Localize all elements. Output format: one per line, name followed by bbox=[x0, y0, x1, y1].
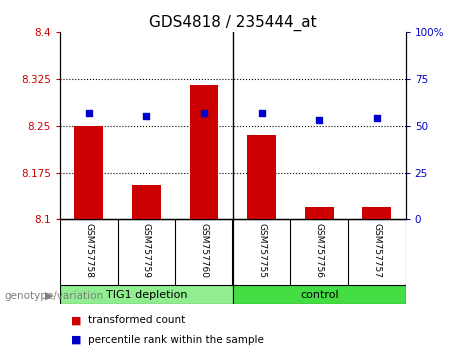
Text: ▶: ▶ bbox=[45, 291, 53, 301]
Text: GSM757760: GSM757760 bbox=[200, 223, 208, 278]
Bar bbox=[60, 285, 233, 304]
Text: TIG1 depletion: TIG1 depletion bbox=[106, 290, 187, 300]
Text: GSM757758: GSM757758 bbox=[84, 223, 93, 278]
Point bbox=[373, 115, 381, 121]
Point bbox=[85, 110, 92, 115]
Bar bbox=[189, 85, 219, 219]
Text: ■: ■ bbox=[71, 315, 82, 325]
Text: control: control bbox=[300, 290, 338, 300]
Point bbox=[315, 117, 323, 123]
Bar bbox=[362, 207, 391, 219]
Bar bbox=[74, 126, 103, 219]
Text: transformed count: transformed count bbox=[88, 315, 185, 325]
Text: percentile rank within the sample: percentile rank within the sample bbox=[88, 335, 264, 345]
Bar bbox=[247, 135, 276, 219]
Text: genotype/variation: genotype/variation bbox=[5, 291, 104, 301]
Point bbox=[142, 113, 150, 119]
Text: GSM757757: GSM757757 bbox=[372, 223, 381, 278]
Text: ■: ■ bbox=[71, 335, 82, 345]
Bar bbox=[233, 285, 406, 304]
Bar bbox=[132, 185, 161, 219]
Bar bbox=[305, 207, 334, 219]
Point bbox=[258, 110, 266, 115]
Text: GSM757759: GSM757759 bbox=[142, 223, 151, 278]
Text: GSM757755: GSM757755 bbox=[257, 223, 266, 278]
Title: GDS4818 / 235444_at: GDS4818 / 235444_at bbox=[149, 14, 317, 30]
Point bbox=[200, 110, 207, 115]
Text: GSM757756: GSM757756 bbox=[315, 223, 324, 278]
